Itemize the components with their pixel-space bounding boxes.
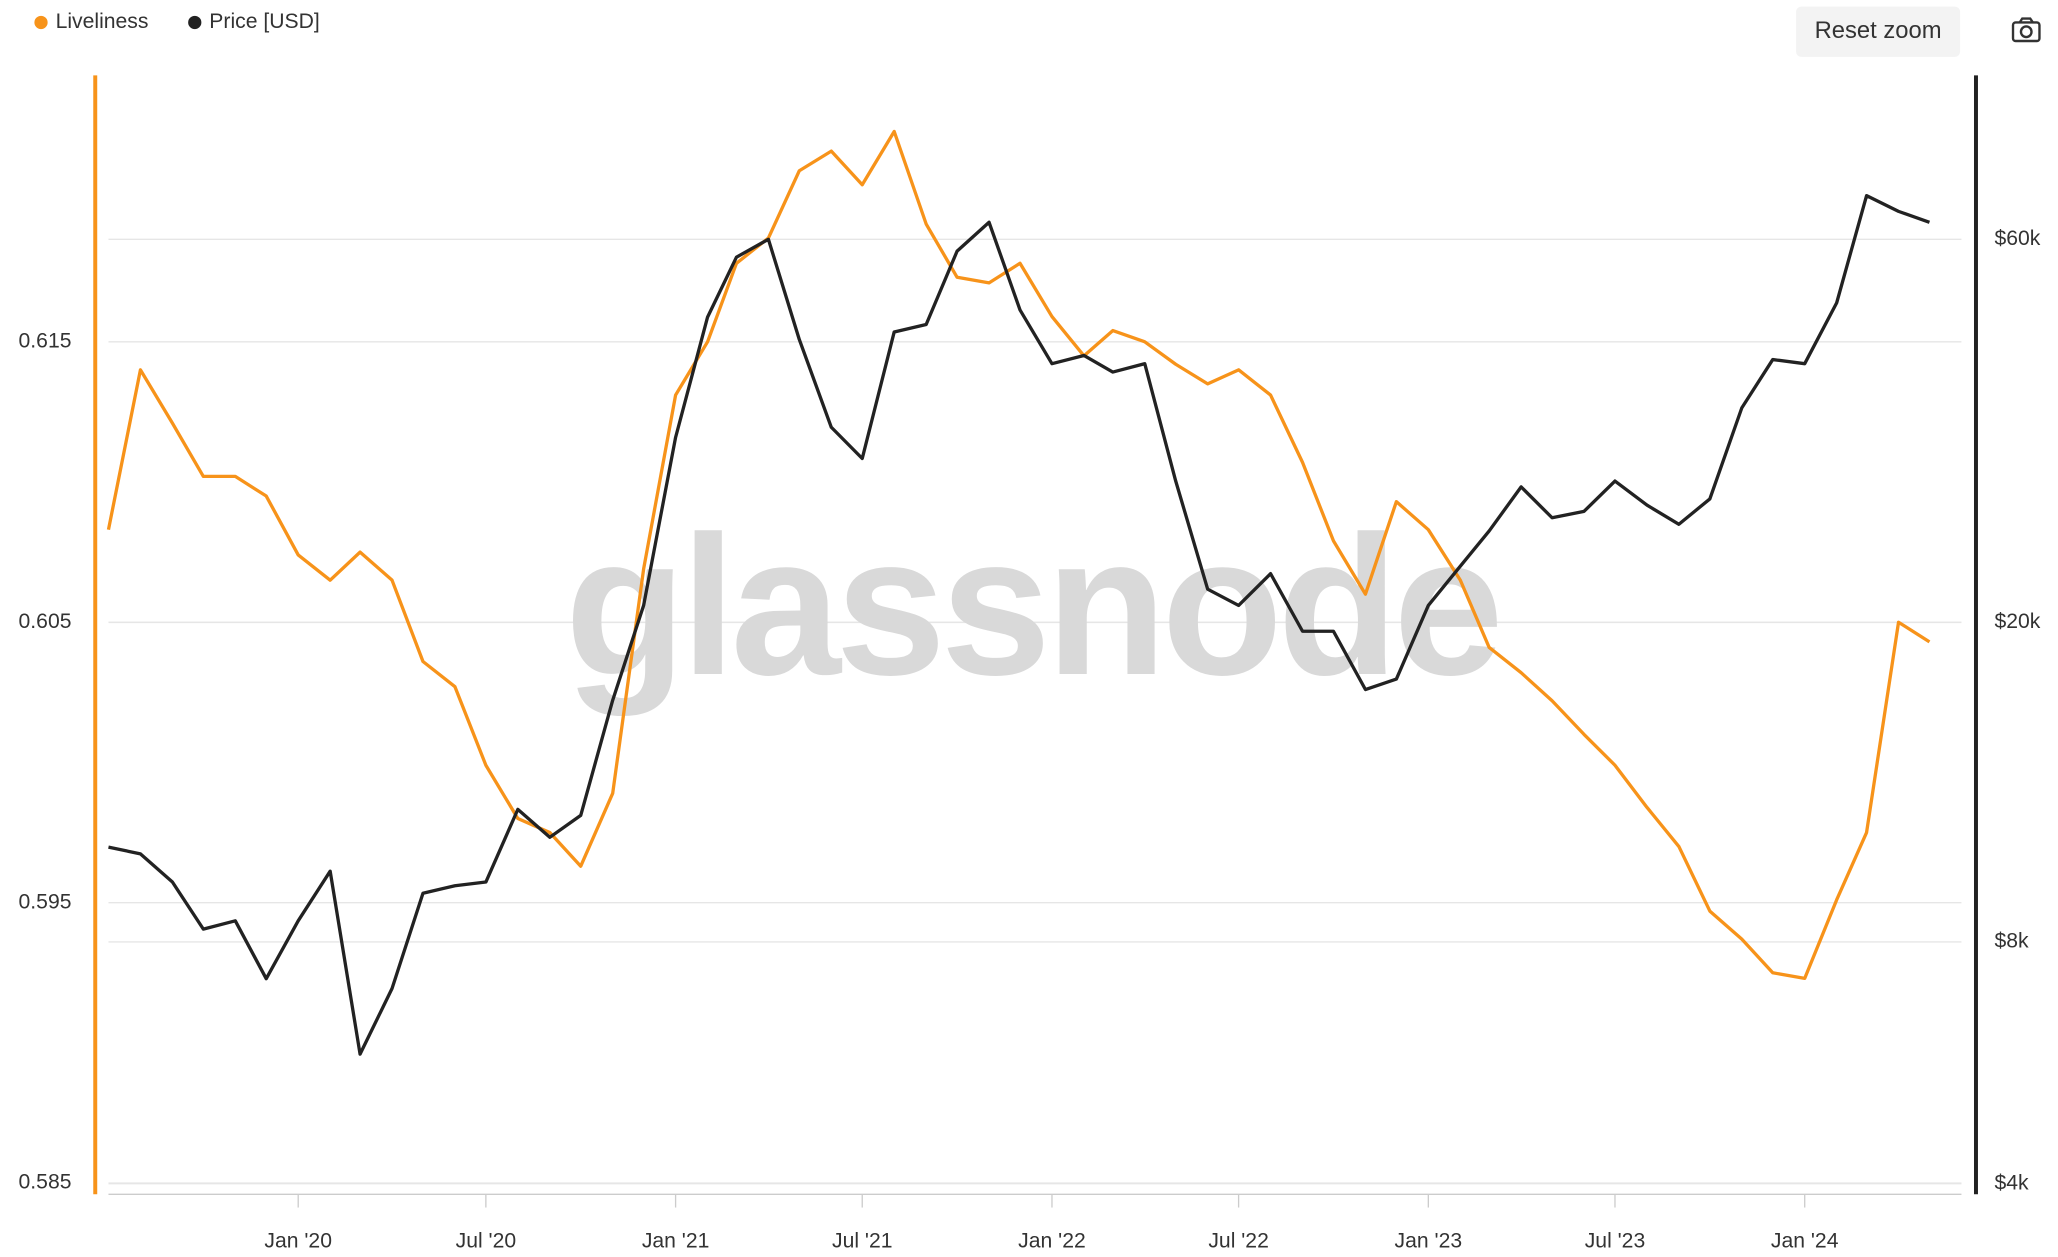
legend-marker bbox=[188, 15, 202, 30]
x-tick-label: Jul '22 bbox=[1208, 1230, 1269, 1253]
y2-tick-label: $20k bbox=[1994, 610, 2040, 633]
camera-top[interactable] bbox=[2018, 17, 2034, 24]
x-tick-label: Jan '23 bbox=[1395, 1230, 1463, 1253]
x-tick-label: Jul '20 bbox=[456, 1230, 517, 1253]
x-tick-label: Jan '20 bbox=[264, 1230, 332, 1253]
legend-marker bbox=[34, 15, 48, 30]
grid bbox=[108, 238, 1962, 1185]
camera-lens[interactable] bbox=[2019, 25, 2033, 39]
series-line bbox=[108, 193, 1931, 1056]
x-tick-label: Jul '21 bbox=[832, 1230, 893, 1253]
x-tick-label: Jan '22 bbox=[1018, 1230, 1086, 1253]
y-tick-label: 0.595 bbox=[19, 890, 72, 913]
button-bg[interactable] bbox=[1796, 6, 1961, 57]
x-tick-label: Jul '23 bbox=[1585, 1230, 1646, 1253]
button-label[interactable]: Reset zoom bbox=[1815, 17, 1942, 44]
y2-tick-label: $60k bbox=[1994, 227, 2040, 250]
y2-tick-label: $8k bbox=[1994, 930, 2029, 953]
y-tick-label: 0.605 bbox=[19, 610, 72, 633]
legend-label: Price [USD] bbox=[209, 10, 320, 33]
y2-tick-label: $4k bbox=[1994, 1171, 2029, 1194]
reset-zoom-button[interactable]: Reset zoom bbox=[1796, 6, 1961, 57]
camera-body[interactable] bbox=[2011, 21, 2041, 43]
x-tick-label: Jan '24 bbox=[1771, 1230, 1839, 1253]
y-tick-label: 0.585 bbox=[19, 1171, 72, 1194]
y-tick-label: 0.615 bbox=[19, 329, 72, 352]
camera-icon[interactable] bbox=[2011, 17, 2041, 43]
legend-label: Liveliness bbox=[56, 10, 149, 33]
x-tick-label: Jan '21 bbox=[642, 1230, 710, 1253]
watermark: glassnode bbox=[565, 495, 1499, 717]
series-line bbox=[106, 129, 1931, 981]
